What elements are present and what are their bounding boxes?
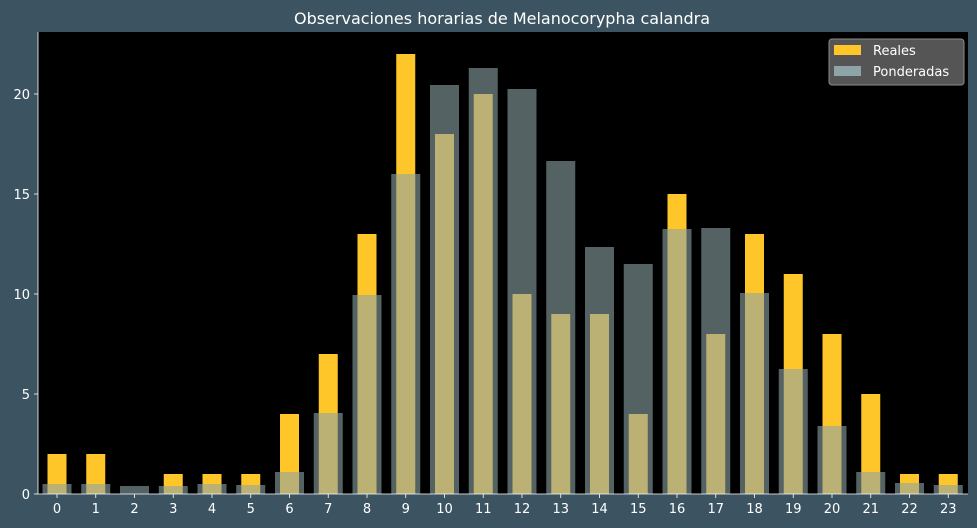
chart-title: Observaciones horarias de Melanocorypha … [294, 9, 710, 28]
x-axis: 0 1 2 3 4 5 6 7 8 9 10 11 12 13 14 15 16 17 18 19 20 21 22 23 [38, 493, 968, 517]
x-tick-label-17: 17 [707, 502, 724, 517]
bar-ponderadas-8 [352, 295, 382, 494]
x-tick-label-11: 11 [475, 502, 492, 517]
y-tick-label-5: 5 [22, 388, 30, 403]
bar-ponderadas-11 [468, 68, 498, 494]
bar-ponderadas-7 [313, 413, 343, 494]
bar-ponderadas-16 [662, 229, 692, 494]
bar-ponderadas-3 [158, 486, 188, 494]
bar-ponderadas-21 [856, 472, 886, 494]
x-tick-label-6: 6 [285, 502, 293, 517]
x-tick-label-0: 0 [53, 502, 61, 517]
legend-label-reales: Reales [873, 44, 916, 59]
y-tick-label-10: 10 [13, 288, 30, 303]
legend: Reales Ponderadas [828, 38, 965, 86]
x-tick-label-23: 23 [940, 502, 957, 517]
x-tick-label-10: 10 [436, 502, 453, 517]
legend-swatch-reales [834, 45, 861, 55]
plot-area [38, 32, 968, 494]
x-tick-label-19: 19 [785, 502, 802, 517]
x-tick-label-12: 12 [514, 502, 531, 517]
x-tick-label-16: 16 [669, 502, 686, 517]
bar-ponderadas-1 [81, 484, 111, 494]
x-tick-label-20: 20 [824, 502, 841, 517]
series-ponderadas [42, 68, 963, 494]
bar-ponderadas-18 [740, 293, 769, 494]
x-tick-label-13: 13 [552, 502, 569, 517]
y-tick-label-0: 0 [22, 488, 30, 503]
bar-ponderadas-12 [507, 89, 537, 494]
x-tick-label-9: 9 [402, 502, 410, 517]
legend-swatch-ponderadas [834, 66, 861, 76]
x-tick-label-5: 5 [247, 502, 255, 517]
bar-ponderadas-23 [933, 485, 963, 494]
legend-box [828, 38, 965, 86]
x-tick-label-15: 15 [630, 502, 647, 517]
legend-label-ponderadas: Ponderadas [873, 65, 949, 80]
x-tick-label-1: 1 [92, 502, 100, 517]
bar-ponderadas-13 [546, 161, 576, 494]
bar-ponderadas-17 [701, 228, 731, 494]
bar-ponderadas-4 [197, 484, 227, 494]
bar-ponderadas-19 [778, 369, 808, 494]
x-tick-label-4: 4 [208, 502, 216, 517]
x-tick-label-22: 22 [901, 502, 918, 517]
bar-ponderadas-22 [895, 483, 924, 494]
x-tick-label-18: 18 [746, 502, 763, 517]
bar-ponderadas-6 [275, 472, 304, 494]
bar-ponderadas-5 [236, 485, 266, 494]
bar-ponderadas-0 [42, 484, 72, 494]
y-tick-label-20: 20 [13, 88, 30, 103]
bar-ponderadas-10 [430, 85, 459, 494]
x-tick-label-2: 2 [130, 502, 138, 517]
x-tick-label-7: 7 [324, 502, 332, 517]
x-tick-label-14: 14 [591, 502, 608, 517]
bar-ponderadas-14 [585, 247, 614, 494]
y-tick-label-15: 15 [13, 188, 30, 203]
bar-ponderadas-15 [623, 264, 653, 494]
bar-ponderadas-2 [120, 486, 149, 494]
bar-ponderadas-9 [391, 174, 421, 494]
bar-ponderadas-20 [817, 426, 847, 494]
y-axis: 0 5 10 15 20 [13, 32, 39, 503]
bar-reales-21 [861, 394, 881, 494]
x-tick-label-3: 3 [169, 502, 177, 517]
x-tick-label-21: 21 [862, 502, 879, 517]
x-tick-label-8: 8 [363, 502, 371, 517]
